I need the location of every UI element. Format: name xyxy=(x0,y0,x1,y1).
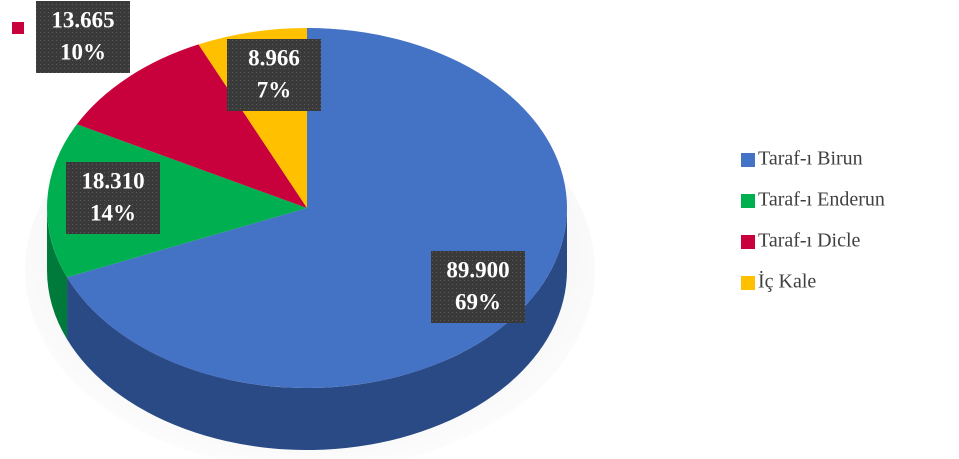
data-label-box xyxy=(66,162,160,234)
legend-swatch xyxy=(741,235,755,249)
slice-side xyxy=(67,208,567,450)
slice-side xyxy=(47,208,68,340)
data-label-value: 13.665 xyxy=(51,7,114,32)
legend-label: İç Kale xyxy=(758,270,816,293)
legend-label: Taraf-ı Birun xyxy=(758,148,863,170)
legend-swatch xyxy=(741,153,755,167)
data-label-percent: 7% xyxy=(257,77,292,102)
data-label-box xyxy=(36,1,130,73)
label-key xyxy=(12,22,24,34)
data-labels: 89.900 69% 18.310 14% 13.665 10% 8.966 7% xyxy=(12,1,525,323)
data-label-value: 89.900 xyxy=(446,257,509,282)
legend: Taraf-ı Birun Taraf-ı Enderun Taraf-ı Dicl… xyxy=(741,148,885,293)
legend-label: Taraf-ı Enderun xyxy=(758,189,885,211)
data-label-percent: 69% xyxy=(455,289,501,314)
legend-swatch xyxy=(741,276,755,290)
data-label-box xyxy=(227,39,321,111)
data-label-percent: 14% xyxy=(90,200,136,225)
data-label-percent: 10% xyxy=(60,39,106,64)
data-label-box xyxy=(431,251,525,323)
legend-swatch xyxy=(741,194,755,208)
data-label-value: 8.966 xyxy=(248,45,300,70)
slice xyxy=(76,44,307,209)
legend-label: Taraf-ı Dicle xyxy=(758,230,861,252)
data-label-value: 18.310 xyxy=(81,168,144,193)
